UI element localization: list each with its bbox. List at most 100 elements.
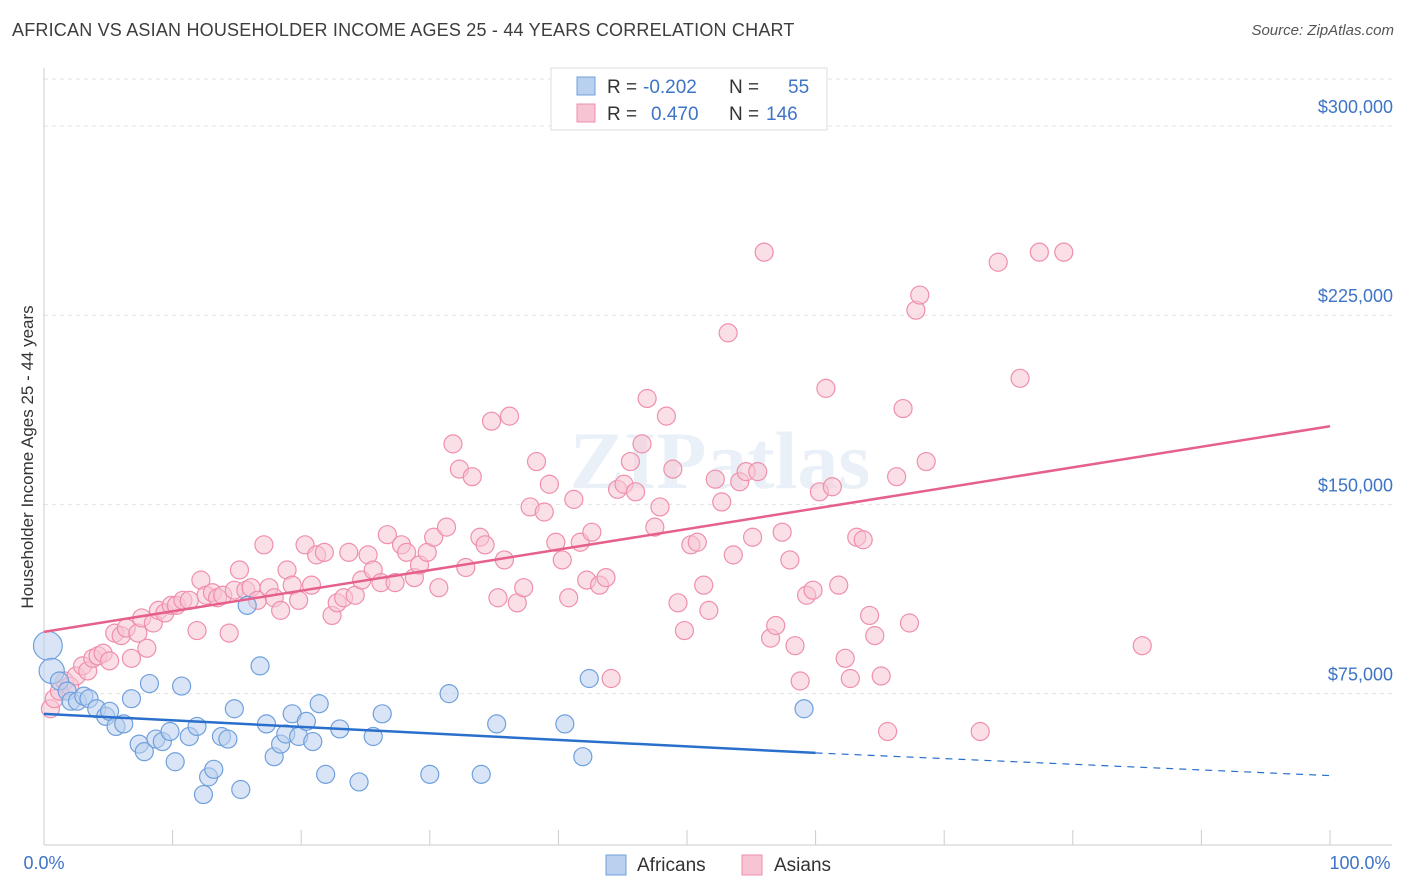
- asians-point: [534, 502, 554, 522]
- asians-point: [860, 605, 880, 626]
- asians-point: [916, 451, 936, 472]
- asians-point: [790, 671, 810, 691]
- asians-point: [718, 323, 738, 343]
- africans-point: [193, 784, 214, 805]
- asians-point: [871, 666, 891, 686]
- asians-point: [1010, 368, 1030, 388]
- asians-point: [462, 467, 482, 487]
- asians-point: [780, 550, 800, 570]
- africans-trend-extension: [815, 752, 1331, 777]
- x-tick-label-max: 100.0%: [1329, 853, 1390, 873]
- asians-points: [40, 242, 1152, 742]
- asians-point: [878, 721, 898, 742]
- africans-point: [794, 699, 814, 719]
- asians-point: [899, 613, 920, 633]
- asians-point: [601, 668, 621, 689]
- legend-asians-n-label: N =: [729, 104, 759, 125]
- asians-point: [887, 467, 907, 487]
- africans-point: [349, 772, 369, 792]
- asians-point: [988, 252, 1008, 272]
- africans-point: [165, 752, 185, 772]
- asians-point: [772, 522, 792, 542]
- asians-point: [526, 451, 547, 472]
- africans-point: [471, 764, 491, 784]
- asians-point: [385, 573, 405, 593]
- legend-africans-r-value: -0.202: [643, 77, 697, 98]
- asians-point: [443, 434, 463, 454]
- asians-point: [835, 648, 855, 668]
- africans-point: [224, 699, 244, 719]
- asians-point: [699, 600, 719, 620]
- asians-point: [121, 648, 142, 668]
- africans-point: [372, 704, 392, 724]
- asians-point: [865, 626, 885, 646]
- africans-point: [363, 726, 383, 747]
- asians-point: [552, 550, 572, 570]
- asians-point: [481, 411, 502, 431]
- asians-point: [436, 517, 457, 537]
- asians-point: [822, 477, 842, 497]
- asians-point: [766, 615, 786, 636]
- bottom-legend-asians: Asians: [774, 855, 831, 876]
- asians-point: [632, 434, 652, 454]
- asians-point: [694, 575, 714, 595]
- asians-point: [1132, 636, 1152, 656]
- bottom-legend-swatch-asians: [741, 854, 763, 876]
- asians-point: [99, 651, 120, 671]
- asians-point: [397, 542, 417, 562]
- asians-point: [910, 285, 930, 305]
- asians-point: [546, 532, 566, 552]
- asians-point: [564, 489, 584, 509]
- asians-point: [803, 580, 823, 600]
- asians-point: [893, 398, 913, 419]
- africans-point: [231, 779, 251, 800]
- asians-point: [289, 590, 309, 610]
- legend-swatch-africans: [576, 76, 596, 96]
- chart-title: AFRICAN VS ASIAN HOUSEHOLDER INCOME AGES…: [12, 20, 795, 40]
- africans-point: [309, 694, 329, 714]
- asians-point: [742, 527, 763, 547]
- asians-point: [187, 620, 207, 641]
- asians-point: [137, 638, 157, 658]
- africans-point: [487, 714, 507, 734]
- asians-point: [1029, 242, 1049, 262]
- y-tick-label: $150,000: [1318, 475, 1393, 495]
- africans-trend-line: [43, 712, 816, 755]
- africans-point: [303, 731, 323, 752]
- y-tick-label: $225,000: [1318, 286, 1393, 306]
- asians-point: [475, 535, 495, 555]
- asians-point: [488, 588, 508, 608]
- asians-trend-line: [43, 424, 1331, 634]
- africans-point: [114, 714, 134, 734]
- asians-point: [424, 527, 444, 547]
- africans-point: [204, 759, 224, 779]
- asians-point: [596, 567, 616, 588]
- bottom-legend: Africans Asians: [605, 854, 831, 876]
- y-tick-label: $300,000: [1318, 97, 1393, 117]
- y-tick-labels: $75,000 $150,000 $225,000 $300,000: [1318, 97, 1393, 685]
- asians-point: [539, 474, 559, 494]
- africans-point: [160, 721, 180, 742]
- africans-point: [420, 764, 440, 784]
- asians-point: [663, 459, 683, 479]
- asians-point: [429, 578, 449, 598]
- asians-point: [668, 593, 688, 613]
- x-ticks: [43, 830, 1331, 845]
- legend-africans-n-value: 55: [788, 77, 809, 98]
- africans-point: [573, 747, 593, 767]
- africans-point: [250, 656, 270, 676]
- legend-box: [550, 67, 828, 131]
- legend: R = -0.202 N = 55 R = 0.470 N = 146: [550, 67, 828, 131]
- asians-point: [559, 588, 579, 608]
- asians-point: [656, 406, 677, 426]
- asians-point: [314, 542, 334, 562]
- asians-point: [754, 242, 774, 262]
- africans-point: [139, 673, 160, 694]
- asians-point: [456, 557, 476, 578]
- africans-point: [439, 684, 459, 704]
- legend-asians-r-value: 0.470: [651, 104, 699, 125]
- asians-point: [650, 497, 670, 517]
- trend-lines: [43, 424, 1331, 777]
- bottom-legend-africans: Africans: [637, 855, 706, 876]
